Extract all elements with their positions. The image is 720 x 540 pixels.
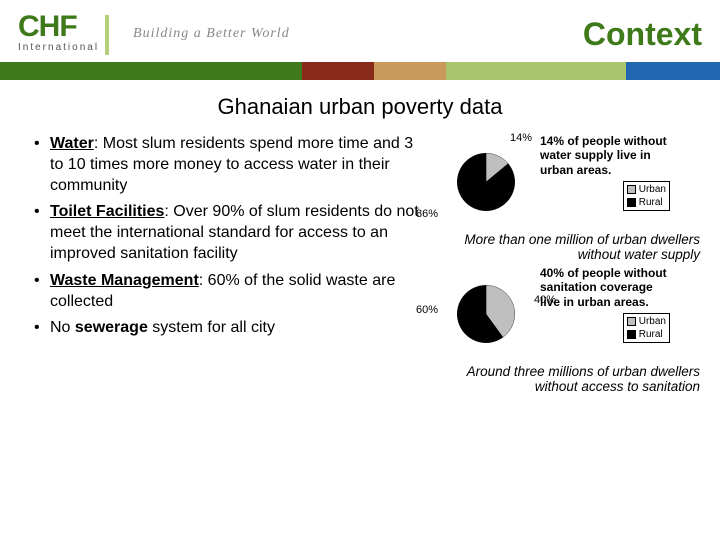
bullet-item: Water: Most slum residents spend more ti… xyxy=(30,134,430,196)
logo: CHF International xyxy=(18,13,109,55)
bullet-item: Toilet Facilities: Over 90% of slum resi… xyxy=(30,202,430,264)
logo-subtext: International xyxy=(18,42,99,53)
content-area: Water: Most slum residents spend more ti… xyxy=(0,134,720,394)
subtitle: Ghanaian urban poverty data xyxy=(0,94,720,120)
header: CHF International Building a Better Worl… xyxy=(0,0,720,60)
charts-column: 14%86% 14% of people without water suppl… xyxy=(438,134,710,394)
page-title: Context xyxy=(583,16,702,53)
legend-urban: Urban xyxy=(639,184,666,195)
sanitation-pie: 40%60% xyxy=(438,266,534,362)
sanitation-legend: Urban Rural xyxy=(623,313,670,343)
pie-pct-label: 40% xyxy=(534,294,556,306)
water-caption: More than one million of urban dwellers … xyxy=(438,232,710,262)
water-side-text: 14% of people without water supply live … xyxy=(540,134,670,177)
legend-rural: Rural xyxy=(639,329,663,340)
pie-pct-label: 14% xyxy=(510,132,532,144)
logo-accent-bar xyxy=(105,15,109,55)
logo-text: CHF xyxy=(18,13,99,40)
sanitation-caption: Around three millions of urban dwellers … xyxy=(438,364,710,394)
tagline: Building a Better World xyxy=(133,26,290,42)
pie-pct-label: 86% xyxy=(416,208,438,220)
divider-bar xyxy=(0,62,720,80)
legend-urban: Urban xyxy=(639,316,666,327)
pie-pct-label: 60% xyxy=(416,304,438,316)
water-chart-block: 14%86% 14% of people without water suppl… xyxy=(438,134,710,262)
bullet-item: Waste Management: 60% of the solid waste… xyxy=(30,271,430,313)
legend-rural: Rural xyxy=(639,197,663,208)
water-pie: 14%86% xyxy=(438,134,534,230)
sanitation-chart-block: 40%60% 40% of people without sanitation … xyxy=(438,266,710,394)
water-legend: Urban Rural xyxy=(623,181,670,211)
bullet-list: Water: Most slum residents spend more ti… xyxy=(30,134,430,394)
bullet-item: No sewerage system for all city xyxy=(30,318,430,339)
sanitation-side-text: 40% of people without sanitation coverag… xyxy=(540,266,670,309)
